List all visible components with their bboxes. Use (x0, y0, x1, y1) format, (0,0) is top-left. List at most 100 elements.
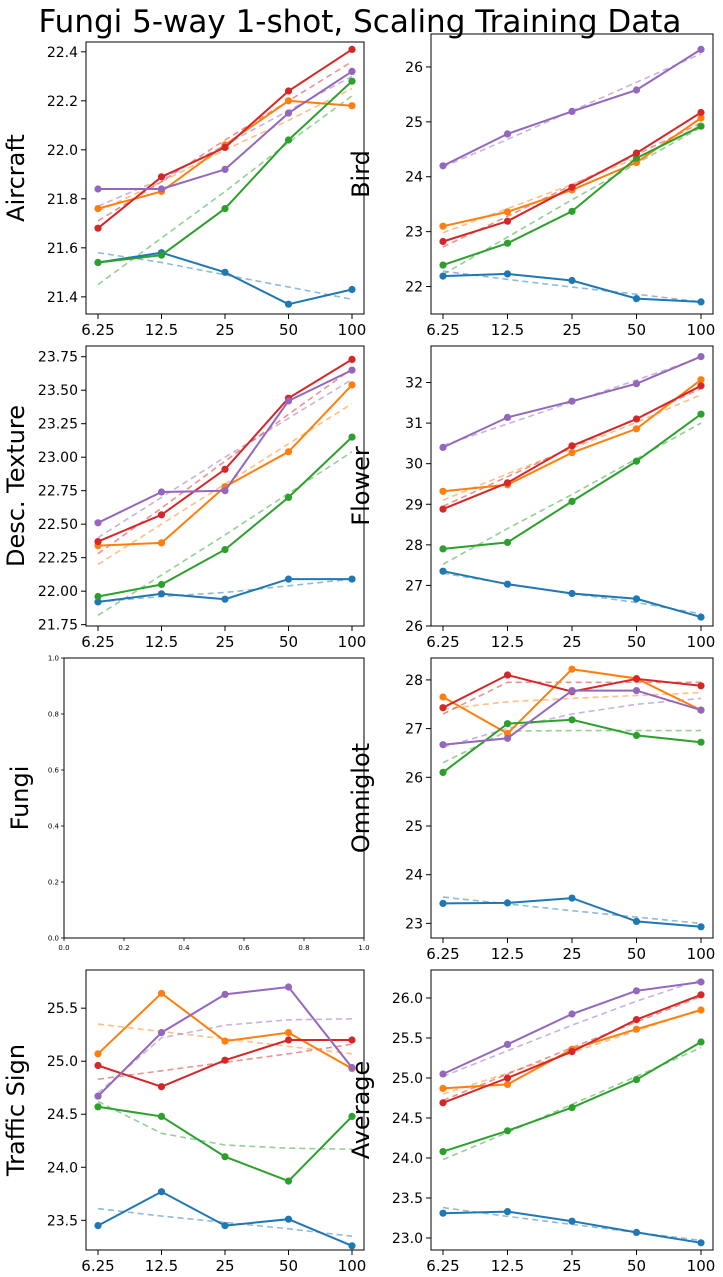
trend-line-s5 (442, 356, 702, 447)
data-point-s1 (439, 567, 447, 575)
trend-line-s2 (442, 691, 702, 710)
data-point-s5 (284, 983, 293, 991)
data-point-s2 (348, 102, 356, 110)
data-point-s3 (632, 457, 641, 465)
plot-area (94, 45, 356, 308)
figure-title: Fungi 5-way 1-shot, Scaling Training Dat… (39, 4, 682, 40)
data-point-s5 (157, 1029, 166, 1037)
y-tick-label: 23.00 (38, 450, 78, 466)
data-point-s5 (284, 109, 293, 117)
x-tick-label: 12.5 (145, 321, 178, 339)
trend-line-s3 (97, 95, 353, 286)
data-point-s3 (503, 239, 512, 247)
plot-frame (430, 33, 714, 315)
x-tick-label: 25 (562, 633, 581, 651)
x-tick-label: 50 (627, 1257, 646, 1275)
y-axis-label: Fungi (6, 766, 34, 831)
data-point-s5 (221, 487, 229, 495)
x-tick-label: 12.5 (491, 321, 524, 339)
data-point-s1 (632, 1228, 641, 1236)
x-tick-label: 50 (627, 945, 646, 963)
y-tick-label: 23.5 (392, 1191, 423, 1207)
data-point-s1 (439, 272, 447, 280)
data-point-s3 (568, 497, 576, 505)
y-tick-label: 21.8 (47, 192, 78, 208)
data-point-s3 (503, 538, 512, 547)
y-tick-label: 31 (405, 416, 423, 432)
y-tick-label: 0.0 (48, 935, 59, 943)
data-point-s1 (568, 1217, 576, 1225)
data-point-s1 (439, 899, 447, 908)
data-point-s3 (157, 580, 166, 589)
x-tick-label: 0.8 (298, 944, 309, 952)
y-tick-label: 24.0 (392, 1151, 423, 1167)
data-point-s3 (697, 122, 705, 130)
y-tick-label: 0.4 (48, 823, 60, 831)
data-point-s5 (697, 706, 705, 714)
data-point-s3 (439, 768, 447, 777)
y-tick-label: 24.5 (392, 1111, 423, 1127)
series-line-s3 (442, 1041, 702, 1153)
y-tick-label: 27 (405, 722, 423, 738)
plot-frame (430, 969, 714, 1251)
y-tick-label: 25 (405, 819, 423, 835)
data-point-s2 (697, 114, 705, 122)
series-line-s3 (97, 1105, 353, 1183)
data-point-s2 (503, 1080, 512, 1088)
data-point-s4 (697, 682, 705, 690)
data-point-s2 (439, 487, 447, 495)
x-tick-label: 0.0 (58, 944, 69, 952)
y-tick-label: 21.6 (47, 241, 78, 257)
data-point-s4 (221, 465, 229, 473)
data-point-s1 (221, 268, 229, 276)
data-point-s5 (439, 443, 447, 451)
data-point-s3 (632, 1076, 641, 1084)
y-tick-label: 23.75 (38, 350, 78, 366)
trend-line-s4 (442, 681, 701, 715)
data-point-s5 (503, 734, 512, 742)
trend-line-s3 (97, 1100, 353, 1150)
data-point-s4 (94, 1061, 102, 1070)
y-tick-label: 23 (405, 916, 423, 932)
y-tick-label: 28 (405, 538, 423, 554)
data-point-s4 (439, 704, 447, 712)
x-tick-label: 25 (215, 633, 234, 651)
data-point-s1 (632, 595, 641, 603)
data-point-s5 (348, 67, 356, 75)
data-point-s4 (697, 108, 705, 117)
data-point-s2 (568, 449, 576, 457)
y-tick-label: 0.8 (48, 711, 59, 719)
x-tick-label: 0.6 (238, 944, 250, 952)
x-tick-label: 50 (627, 633, 646, 651)
y-tick-label: 1.0 (48, 655, 59, 663)
data-point-s5 (503, 1040, 512, 1048)
y-axis-label: Bird (347, 150, 375, 198)
series-line-s3 (442, 413, 702, 550)
data-point-s4 (284, 1036, 293, 1044)
data-point-s3 (221, 205, 229, 213)
data-point-s4 (439, 237, 447, 246)
y-tick-label: 28 (405, 673, 423, 689)
data-point-s4 (568, 442, 576, 450)
data-point-s2 (157, 539, 166, 547)
trend-line-s3 (442, 729, 701, 764)
data-point-s1 (568, 276, 576, 285)
x-tick-label: 50 (279, 633, 298, 651)
data-point-s3 (697, 738, 705, 746)
data-point-s5 (632, 687, 641, 695)
x-tick-label: 12.5 (491, 1257, 524, 1275)
x-tick-label: 6.25 (81, 1257, 114, 1275)
y-tick-label: 23.0 (392, 1231, 423, 1247)
data-point-s1 (348, 285, 356, 294)
plot-area (439, 45, 705, 306)
data-point-s2 (503, 208, 512, 216)
x-tick-label: 6.25 (81, 633, 114, 651)
data-point-s4 (632, 1016, 641, 1024)
data-point-s1 (439, 1209, 447, 1217)
data-point-s4 (568, 183, 576, 191)
data-point-s1 (697, 298, 705, 306)
data-point-s3 (94, 1103, 102, 1111)
y-tick-label: 22.75 (38, 484, 78, 500)
data-point-s3 (284, 493, 293, 501)
data-point-s2 (632, 425, 641, 433)
